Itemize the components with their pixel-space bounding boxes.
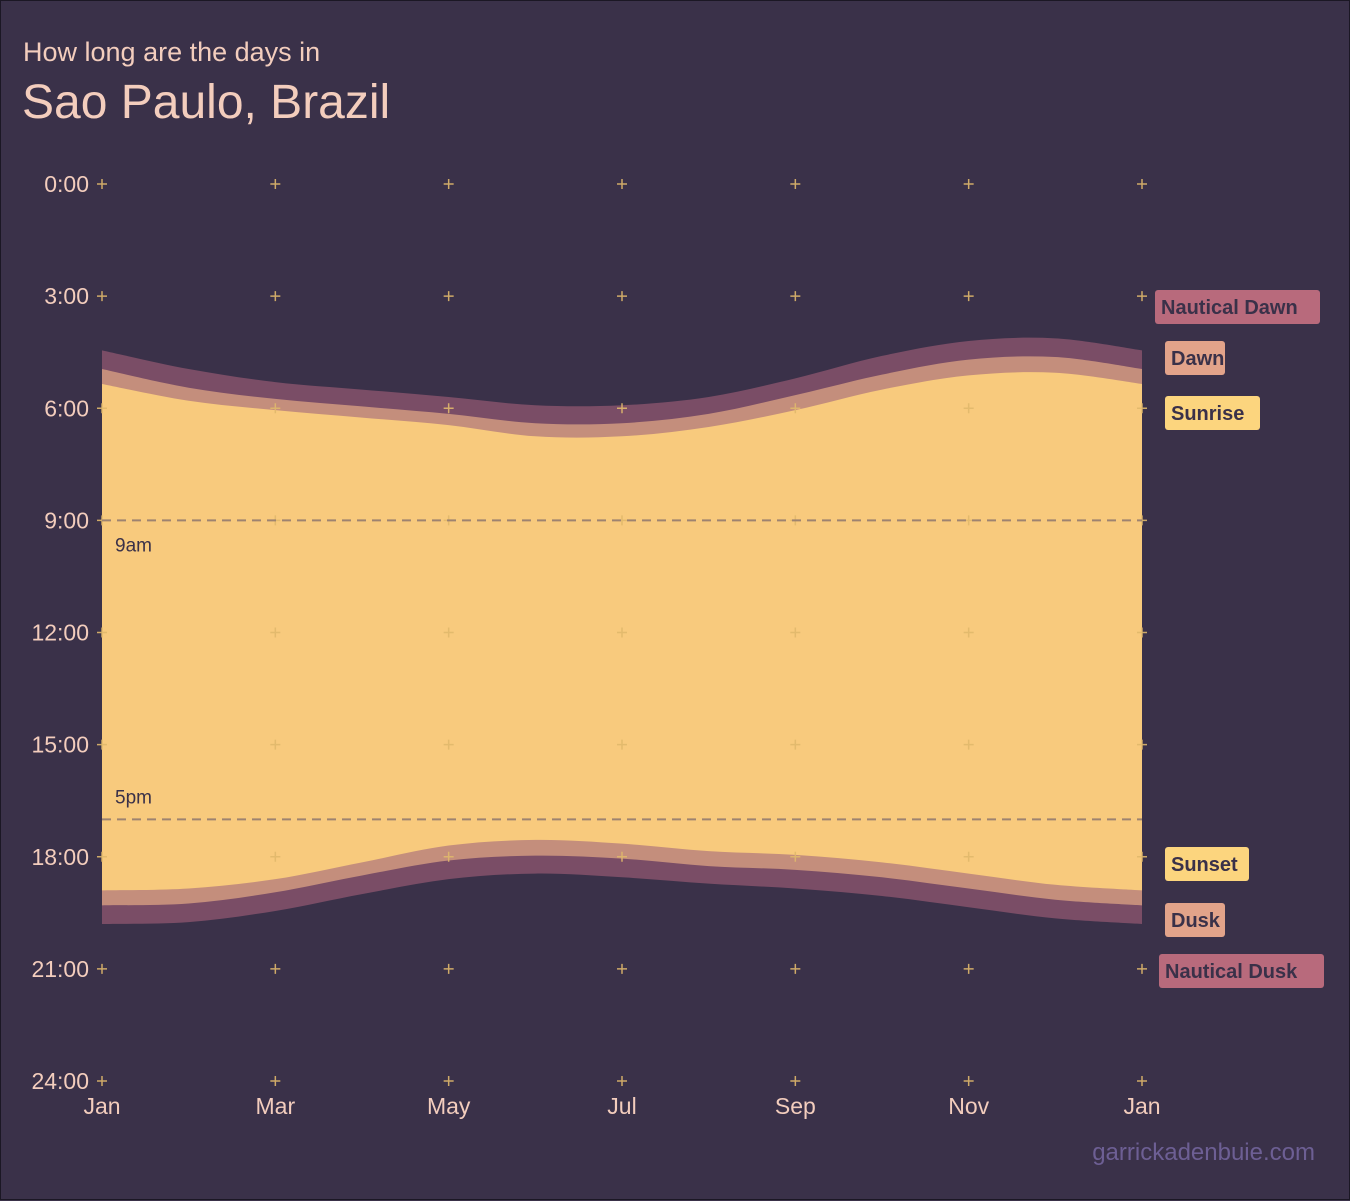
grid-marker [443, 1076, 454, 1086]
grid-marker [617, 851, 627, 862]
x-tick-label: Jan [1123, 1093, 1160, 1119]
grid-marker [270, 1076, 281, 1086]
series-label: Sunrise [1171, 403, 1244, 425]
grid-marker [97, 179, 107, 189]
grid-marker [790, 963, 801, 974]
credit-link[interactable]: garrickadenbuie.com [1092, 1139, 1315, 1166]
grid-marker [1137, 1076, 1147, 1086]
grid-marker [617, 179, 627, 189]
grid-marker [443, 403, 454, 414]
grid-marker [617, 739, 627, 750]
grid-marker [790, 851, 801, 862]
grid-marker [270, 739, 281, 750]
grid-marker [963, 179, 974, 189]
grid-marker [617, 1076, 627, 1086]
grid-marker [617, 291, 627, 302]
series-label: Dawn [1171, 348, 1224, 370]
grid-marker [790, 291, 801, 302]
series-label-box [1165, 341, 1225, 375]
y-tick-label: 0:00 [44, 171, 89, 197]
grid-marker [443, 627, 454, 638]
x-tick-label: Jul [607, 1093, 636, 1119]
grid-marker [963, 739, 974, 750]
grid-marker [443, 739, 454, 750]
grid-marker [443, 179, 454, 189]
grid-marker [1137, 403, 1147, 414]
grid-marker [1137, 739, 1147, 750]
grid-marker [617, 403, 627, 414]
y-tick-label: 15:00 [31, 732, 89, 758]
x-tick-label: May [427, 1093, 471, 1119]
series-label-box [1165, 396, 1260, 430]
x-tick-label: Sep [775, 1093, 816, 1119]
grid-marker [1137, 963, 1147, 974]
series-label-box [1165, 903, 1225, 937]
series-label-box [1165, 847, 1249, 881]
grid-marker [1137, 179, 1147, 189]
y-tick-label: 21:00 [31, 956, 89, 982]
grid-marker [790, 403, 801, 414]
chart-title: Sao Paulo, Brazil [22, 76, 391, 129]
grid-marker [790, 739, 801, 750]
series-label: Nautical Dusk [1165, 961, 1298, 983]
grid-marker [97, 739, 107, 750]
grid-marker [1137, 627, 1147, 638]
y-tick-label: 6:00 [44, 395, 89, 421]
grid-marker [97, 291, 107, 302]
reference-line-label: 5pm [115, 787, 152, 808]
series-label: Nautical Dawn [1161, 297, 1298, 319]
chart-subtitle: How long are the days in [23, 37, 321, 67]
grid-marker [963, 851, 974, 862]
series-label-box [1155, 290, 1320, 324]
grid-marker [963, 403, 974, 414]
x-tick-label: Jan [83, 1093, 120, 1119]
grid-marker [617, 627, 627, 638]
grid-marker [270, 291, 281, 302]
y-tick-label: 12:00 [31, 620, 89, 646]
y-tick-label: 24:00 [31, 1068, 89, 1094]
reference-line-label: 9am [115, 535, 152, 556]
x-tick-label: Nov [948, 1093, 989, 1119]
grid-marker [790, 627, 801, 638]
grid-marker [97, 963, 107, 974]
grid-marker [1137, 291, 1147, 302]
grid-marker [270, 963, 281, 974]
grid-marker [790, 1076, 801, 1086]
y-tick-label: 3:00 [44, 283, 89, 309]
grid-marker [963, 627, 974, 638]
grid-marker [963, 963, 974, 974]
grid-marker [270, 179, 281, 189]
grid-marker [97, 1076, 107, 1086]
grid-marker [270, 403, 281, 414]
x-tick-label: Mar [256, 1093, 296, 1119]
y-tick-label: 9:00 [44, 507, 89, 533]
grid-marker [443, 963, 454, 974]
grid-marker [963, 291, 974, 302]
grid-marker [1137, 851, 1147, 862]
grid-marker [270, 627, 281, 638]
grid-marker [963, 1076, 974, 1086]
grid-marker [270, 851, 281, 862]
grid-marker [443, 291, 454, 302]
grid-marker [790, 179, 801, 189]
series-label: Sunset [1171, 854, 1238, 876]
y-tick-label: 18:00 [31, 844, 89, 870]
grid-marker [617, 963, 627, 974]
grid-marker [97, 403, 107, 414]
grid-marker [97, 851, 107, 862]
grid-marker [97, 627, 107, 638]
series-label-box [1159, 954, 1324, 988]
grid-marker [443, 851, 454, 862]
series-label: Dusk [1171, 910, 1221, 932]
